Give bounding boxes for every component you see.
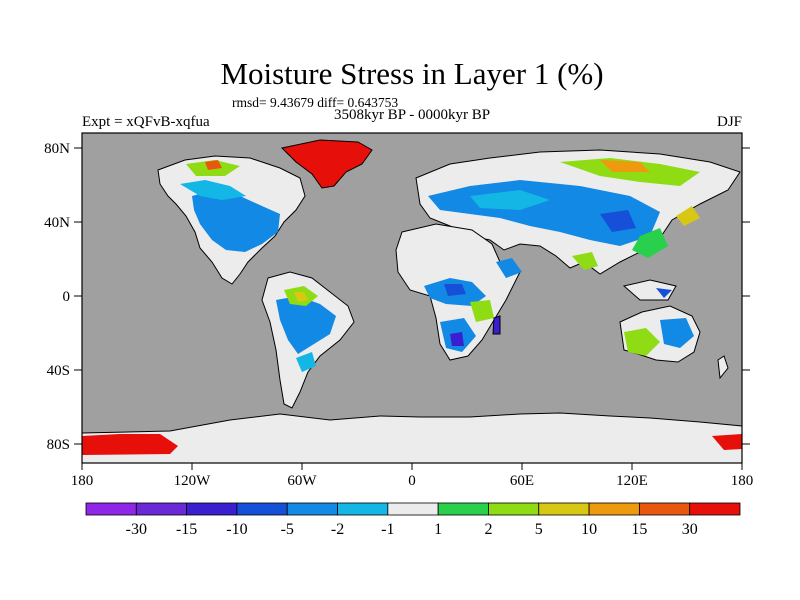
antarctica-red-east xyxy=(712,434,742,450)
colorbar-label: -30 xyxy=(126,521,147,538)
colorbar-label: 10 xyxy=(581,521,597,538)
eurasia-dark-blue xyxy=(600,210,636,232)
colorbar-label: -5 xyxy=(281,521,294,538)
colorbar-swatch xyxy=(337,502,389,516)
australia-green xyxy=(624,328,660,356)
lat-tick-label: 80N xyxy=(44,141,70,157)
colorbar-label: 30 xyxy=(682,521,698,538)
africa-green-central xyxy=(470,300,494,322)
lon-tick-label: 180 xyxy=(71,473,94,489)
india-green xyxy=(572,252,598,270)
colorbar-swatch xyxy=(437,502,489,516)
colorbar-swatch xyxy=(135,502,188,516)
colorbar-swatch xyxy=(186,502,238,516)
eurasia-cyan-patch xyxy=(470,190,550,210)
na-red-patch xyxy=(205,160,222,170)
colorbar-labels: -30 -15 -10 -5 -2 -1 1 2 5 10 15 30 xyxy=(126,521,698,538)
experiment-label: Expt = xQFvB-xqfua xyxy=(82,114,210,130)
sa-cyan-south xyxy=(296,352,316,372)
eurasia-green-east xyxy=(632,228,668,258)
lat-tick-label: 80S xyxy=(47,437,70,453)
colorbar-label: -15 xyxy=(176,521,197,538)
map-panel xyxy=(81,132,743,464)
colorbar-swatch xyxy=(689,502,741,516)
colorbar-label: 1 xyxy=(434,521,442,538)
se-asia-blue xyxy=(656,288,672,298)
sa-blue-zone xyxy=(276,296,336,354)
colorbar-swatch xyxy=(236,502,288,516)
australia-blue xyxy=(660,318,694,348)
antarctica-red-west xyxy=(82,434,178,455)
lon-tick-label: 60W xyxy=(287,473,317,489)
africa-dark-blue xyxy=(444,284,466,296)
lat-tick-label: 0 xyxy=(63,289,71,305)
lon-tick-label: 180 xyxy=(731,473,754,489)
lon-tick-label: 0 xyxy=(408,473,416,489)
greenland-landmass xyxy=(280,139,373,189)
arabia-blue xyxy=(496,258,522,278)
madagascar xyxy=(492,315,501,335)
colorbar-label: -1 xyxy=(381,521,394,538)
colorbar-swatch xyxy=(85,502,137,516)
colorbar-label: 15 xyxy=(631,521,647,538)
africa-dark-blue-south xyxy=(450,332,464,346)
new-zealand xyxy=(717,355,729,380)
eurasia-yellow-east xyxy=(676,206,700,226)
eurasia-orange-north xyxy=(600,160,650,172)
sa-yellow-core xyxy=(294,292,308,302)
stats-line: rmsd= 9.43679 diff= 0.643753 xyxy=(232,95,398,110)
na-blue-zone xyxy=(192,190,280,252)
colorbar-swatch xyxy=(538,502,590,516)
lon-axis xyxy=(81,463,743,470)
colorbar-swatch xyxy=(488,502,540,516)
na-cyan-zone xyxy=(180,180,246,200)
lat-tick-label: 40N xyxy=(44,215,70,231)
antarctica-landmass xyxy=(81,412,743,464)
lon-tick-label: 120W xyxy=(174,473,212,489)
colorbar-swatch xyxy=(588,502,640,516)
colorbar-label: -10 xyxy=(226,521,247,538)
map-title: Moisture Stress in Layer 1 (%) xyxy=(220,56,603,91)
colorbar-label: 5 xyxy=(535,521,543,538)
colorbar-label: 2 xyxy=(484,521,492,538)
lat-axis xyxy=(74,147,750,445)
colorbar-swatch xyxy=(387,502,439,516)
colorbar-swatch xyxy=(286,502,338,516)
season-label: DJF xyxy=(717,114,742,130)
colorbar-label: -2 xyxy=(331,521,344,538)
lon-tick-label: 120E xyxy=(616,473,648,489)
period-line: 3508kyr BP - 0000kyr BP xyxy=(334,107,490,123)
colorbar xyxy=(85,502,741,516)
lat-tick-label: 40S xyxy=(47,363,70,379)
lon-tick-label: 60E xyxy=(510,473,534,489)
colorbar-swatch xyxy=(638,502,691,516)
